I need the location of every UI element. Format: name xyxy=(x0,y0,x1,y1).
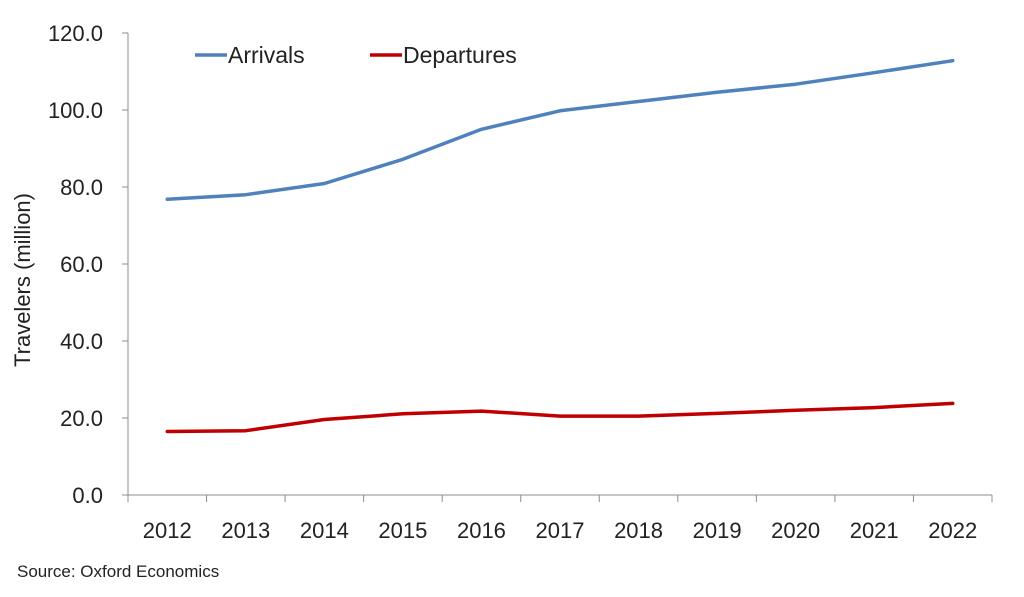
y-tick-label: 20.0 xyxy=(60,406,103,431)
legend: Arrivals Departures xyxy=(195,42,517,68)
legend-label-arrivals: Arrivals xyxy=(228,42,305,68)
x-tick-label: 2014 xyxy=(300,518,349,543)
y-tick-label: 100.0 xyxy=(48,98,103,123)
series-line-arrivals xyxy=(165,58,955,202)
x-tick-label: 2015 xyxy=(378,518,427,543)
series-group xyxy=(165,58,955,434)
y-tick-label: 120.0 xyxy=(48,21,103,46)
x-tick-label: 2012 xyxy=(143,518,192,543)
y-tick-label: 60.0 xyxy=(60,252,103,277)
x-tick-label: 2017 xyxy=(536,518,585,543)
x-tick-label: 2020 xyxy=(771,518,820,543)
x-tick-label: 2016 xyxy=(457,518,506,543)
x-tick-label: 2021 xyxy=(850,518,899,543)
x-tick-label: 2018 xyxy=(614,518,663,543)
x-tick-label: 2019 xyxy=(693,518,742,543)
source-note: Source: Oxford Economics xyxy=(17,562,220,581)
x-tick-label: 2013 xyxy=(221,518,270,543)
y-axis-title: Travelers (million) xyxy=(10,193,35,367)
y-axis: 0.0 20.0 40.0 60.0 80.0 100.0 120.0 xyxy=(48,21,129,508)
legend-label-departures: Departures xyxy=(403,42,517,68)
y-tick-label: 0.0 xyxy=(72,483,103,508)
y-tick-label: 40.0 xyxy=(60,329,103,354)
x-axis: 2012 2013 2014 2015 2016 2017 2018 2019 2020 2021… xyxy=(127,494,993,543)
x-tick-label: 2022 xyxy=(928,518,977,543)
y-tick-label: 80.0 xyxy=(60,175,103,200)
series-line-departures xyxy=(165,401,955,434)
